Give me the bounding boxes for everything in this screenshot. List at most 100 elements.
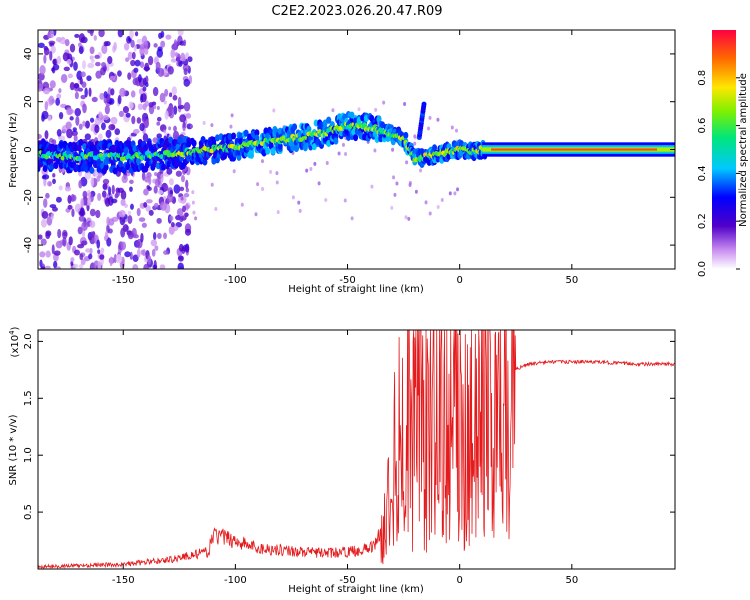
heatmap-cell	[404, 215, 408, 220]
heatmap-cell	[202, 121, 206, 126]
heatmap-cell	[64, 186, 72, 192]
heatmap-cell	[132, 145, 138, 153]
heatmap-cell	[43, 54, 47, 64]
heatmap-cell	[156, 133, 162, 139]
heatmap-cell	[89, 166, 95, 174]
heatmap-cell	[91, 96, 98, 103]
heatmap-cell	[146, 199, 153, 204]
heatmap-cell	[370, 184, 374, 189]
heatmap-cell	[129, 179, 134, 185]
colorbar-tick-label: 0.8	[697, 70, 708, 86]
heatmap-cell	[133, 67, 139, 73]
heatmap-cell	[104, 197, 111, 207]
heatmap-cell	[298, 208, 302, 213]
spectrogram-ticks: -150 -100 -50 0 50 -40 -20 0 20 40	[23, 30, 675, 286]
heatmap-cell	[181, 56, 187, 62]
heatmap-cell	[210, 182, 214, 187]
heatmap-cell	[456, 187, 460, 192]
x-tick-label: -150	[112, 575, 135, 586]
heatmap-cell	[109, 256, 113, 267]
heatmap-cell	[127, 231, 134, 240]
heatmap-cell	[44, 130, 49, 140]
heatmap-cell	[147, 55, 154, 66]
heatmap-cell	[106, 237, 112, 247]
heatmap-cell	[43, 47, 50, 56]
y-tick-label: 20	[23, 95, 34, 108]
heatmap-cell	[49, 80, 56, 89]
colorbar: 0.0 0.2 0.4 0.6 0.8 Normalized spectral ampl…	[697, 30, 749, 277]
heatmap-cell	[137, 74, 142, 83]
heatmap-cell	[448, 191, 452, 196]
heatmap-cell	[153, 43, 158, 48]
heatmap-cell	[183, 78, 191, 87]
heatmap-cell	[38, 42, 45, 49]
heatmap-cell	[419, 168, 423, 173]
heatmap-band	[491, 148, 658, 151]
heatmap-cell	[124, 251, 131, 258]
heatmap-cell	[191, 190, 195, 195]
heatmap-cell	[133, 128, 140, 134]
heatmap-cell	[132, 254, 139, 262]
heatmap-cell	[103, 91, 108, 99]
heatmap-cell	[119, 87, 126, 97]
heatmap-cell	[81, 81, 87, 88]
heatmap-cell	[309, 167, 313, 172]
heatmap-cell	[79, 77, 83, 85]
heatmap-cell	[414, 189, 418, 194]
heatmap-cell	[231, 132, 237, 140]
heatmap-cell	[182, 205, 187, 213]
heatmap-cell	[120, 190, 127, 200]
heatmap-cell	[38, 165, 41, 173]
heatmap-cell	[70, 257, 75, 263]
heatmap-cell	[178, 256, 184, 262]
heatmap-cell	[145, 205, 151, 212]
heatmap-cell	[405, 160, 409, 165]
heatmap-cell	[55, 196, 62, 203]
heatmap-cell	[154, 202, 159, 208]
heatmap-cell	[144, 62, 150, 72]
x-tick-label: 0	[456, 275, 462, 286]
heatmap-cell	[302, 144, 308, 152]
heatmap-cell	[68, 236, 73, 246]
heatmap-cell	[84, 87, 88, 98]
heatmap-cell	[214, 207, 218, 212]
heatmap-cell	[118, 110, 124, 118]
heatmap-cell	[103, 96, 107, 104]
heatmap-cell	[94, 124, 100, 134]
heatmap-cell	[60, 135, 66, 142]
heatmap-cell	[166, 193, 174, 203]
heatmap-cell	[169, 215, 174, 221]
heatmap-cell	[156, 116, 162, 122]
heatmap-cell	[166, 167, 173, 175]
heatmap-cell	[78, 33, 86, 43]
heatmap-cell	[173, 105, 178, 115]
heatmap-cell	[129, 30, 134, 39]
heatmap-cell	[78, 215, 85, 222]
heatmap-cell	[88, 87, 92, 97]
heatmap-cell	[432, 144, 438, 152]
snr-frame	[37, 329, 676, 570]
heatmap-cell	[254, 134, 260, 142]
heatmap-cell	[97, 192, 102, 201]
heatmap-cell	[151, 248, 156, 257]
heatmap-cell	[81, 228, 86, 238]
heatmap-cell	[159, 92, 166, 103]
heatmap-cell	[58, 161, 64, 169]
heatmap-cell	[185, 203, 189, 211]
heatmap-cell	[403, 101, 407, 106]
heatmap-cell	[98, 111, 103, 119]
heatmap-cell	[69, 116, 74, 121]
heatmap-cell	[159, 264, 166, 269]
heatmap-cell	[74, 203, 82, 213]
heatmap-cell	[337, 151, 341, 156]
colorbar-label: Normalized spectral amplitude	[738, 73, 749, 227]
heatmap-cell	[156, 48, 164, 58]
heatmap-cell	[373, 148, 377, 153]
heatmap-cell	[39, 251, 46, 258]
heatmap-cell	[66, 58, 72, 65]
heatmap-cell	[170, 58, 178, 63]
heatmap-cell	[73, 61, 78, 71]
heatmap-cell	[86, 189, 91, 199]
heatmap-cell	[118, 209, 126, 218]
heatmap-cell	[277, 142, 283, 150]
